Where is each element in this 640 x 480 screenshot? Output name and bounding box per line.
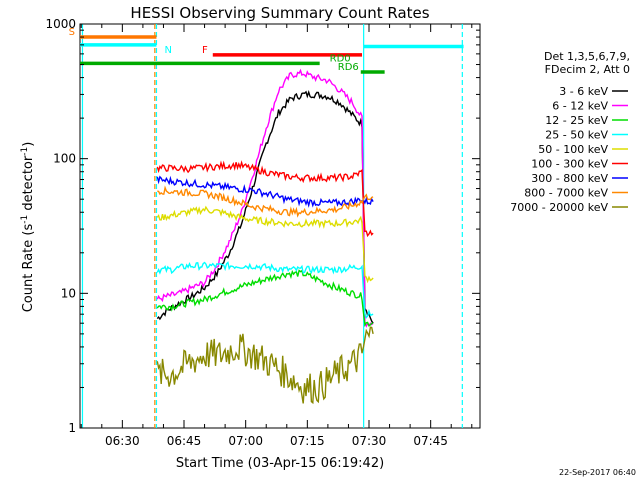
series-line-1	[156, 68, 374, 328]
series-line-5	[156, 160, 374, 238]
flag-label-4: RD6	[338, 62, 359, 73]
x-tick-label: 07:00	[228, 434, 263, 448]
legend-header: Det 1,3,5,6,7,9,	[544, 50, 630, 63]
x-axis-label: Start Time (03-Apr-15 06:19:42)	[176, 456, 384, 471]
legend-header: FDecim 2, Att 0	[545, 63, 630, 76]
flag-label-0: S	[69, 27, 75, 38]
y-tick-label: 1000	[45, 17, 76, 31]
legend: Det 1,3,5,6,7,9,FDecim 2, Att 0 3 - 6 keV…	[510, 50, 630, 214]
footer-timestamp: 22-Sep-2017 06:40	[559, 468, 636, 477]
legend-entry-label: 300 - 800 keV	[531, 172, 608, 185]
plot-frame	[79, 23, 481, 429]
series-line-2	[156, 269, 374, 328]
y-tick-label: 10	[61, 286, 76, 300]
legend-entry-label: 3 - 6 keV	[559, 85, 608, 98]
x-tick-label: 07:30	[352, 434, 387, 448]
y-tick-label: 100	[53, 152, 76, 166]
legend-entry-label: 12 - 25 keV	[545, 114, 608, 127]
legend-entry-label: 100 - 300 keV	[531, 158, 608, 171]
x-tick-label: 06:30	[105, 434, 140, 448]
chart-title: HESSI Observing Summary Count Rates	[130, 4, 429, 22]
legend-entry-label: 6 - 12 keV	[552, 100, 608, 113]
legend-entry-label: 7000 - 20000 keV	[510, 201, 608, 214]
x-tick-label: 06:45	[167, 434, 202, 448]
legend-entry-label: 800 - 7000 keV	[524, 187, 608, 200]
flag-label-3: RD0	[330, 53, 351, 64]
y-tick-label: 1	[68, 421, 76, 435]
legend-entry-label: 25 - 50 keV	[545, 129, 608, 142]
x-tick-label: 07:45	[413, 434, 448, 448]
series-line-6	[156, 175, 374, 208]
flag-label-2: F	[202, 45, 208, 56]
series-line-8	[156, 326, 374, 405]
flag-label-1: N	[164, 45, 171, 56]
series-line-0	[156, 89, 374, 324]
legend-entry-label: 50 - 100 keV	[538, 143, 608, 156]
series-group	[156, 68, 374, 405]
y-axis-label: Count Rate (s-1 detector-1)	[20, 142, 36, 313]
x-tick-label: 07:15	[290, 434, 325, 448]
series-line-3	[156, 261, 374, 319]
series-line-4	[156, 205, 374, 284]
series-line-7	[157, 185, 374, 218]
